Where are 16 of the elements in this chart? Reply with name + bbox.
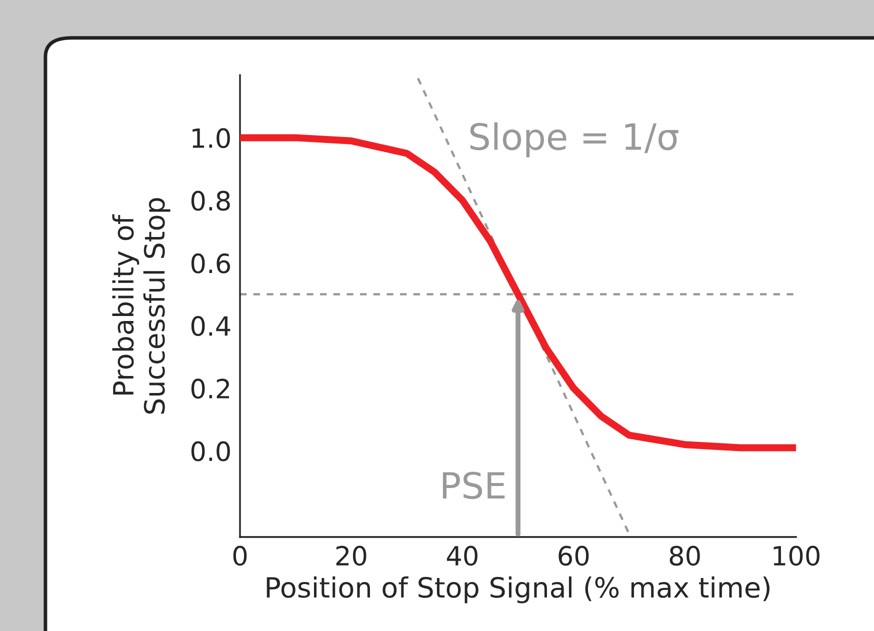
x-axis-title: Position of Stop Signal (% max time): [266, 576, 770, 604]
x-tick-label: 80: [670, 546, 700, 566]
x-tick-label: 0: [233, 546, 247, 566]
x-tick-label: 60: [558, 546, 589, 566]
x-tick-label: 40: [446, 546, 478, 566]
x-tick-label: 100: [774, 546, 820, 566]
annotation: PSE: [442, 472, 505, 500]
x-tick-label: 20: [336, 546, 366, 566]
annotation: Slope = 1/σ: [470, 122, 678, 158]
y-tick-label: 0.4: [191, 316, 230, 336]
y-tick-label: 0.6: [191, 253, 230, 274]
y-tick-label: 0.8: [191, 190, 230, 211]
y-tick-label: 1.0: [192, 128, 230, 148]
y-tick-label: 0.2: [191, 378, 230, 399]
y-axis-title: Probability of Successful Stop: [112, 198, 170, 414]
y-tick-label: 0.0: [191, 441, 230, 462]
